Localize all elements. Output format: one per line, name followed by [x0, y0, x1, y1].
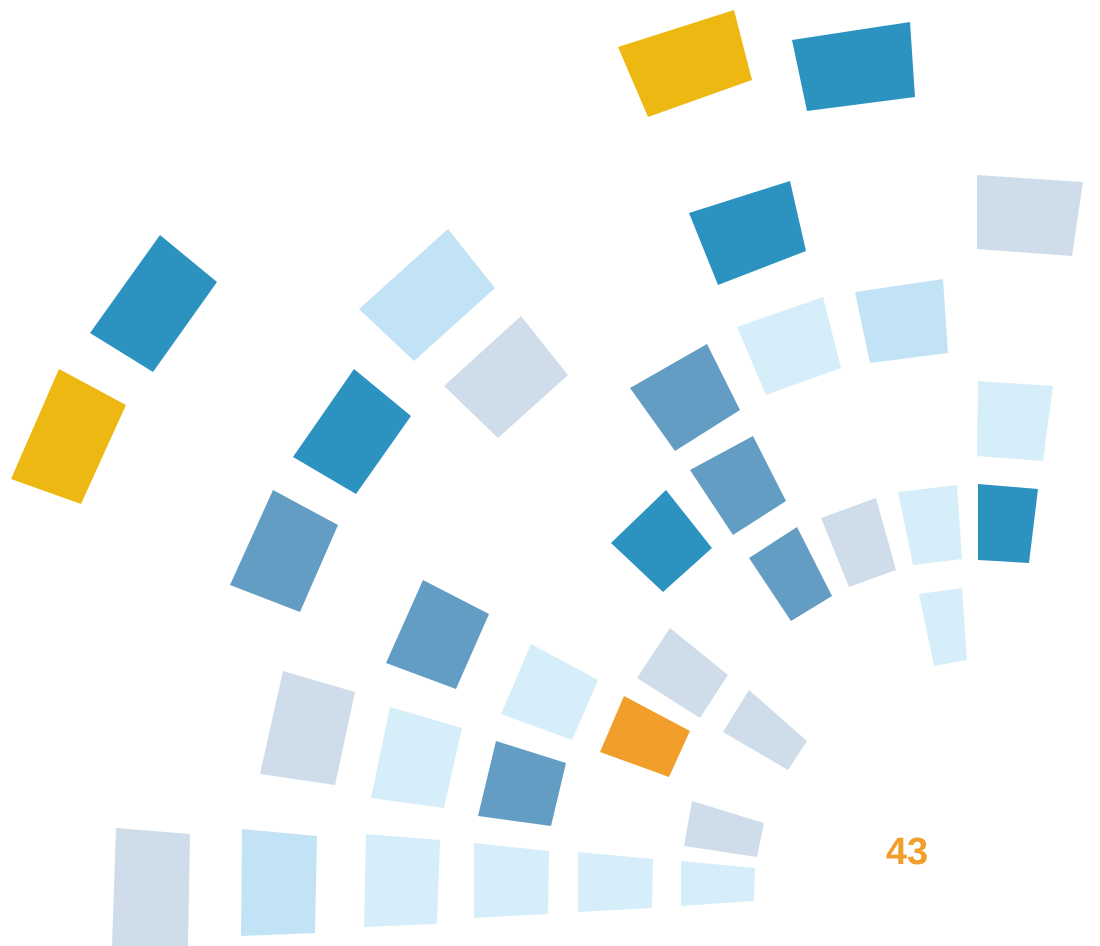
tile [977, 175, 1083, 256]
tile [723, 690, 807, 770]
tile [474, 843, 549, 918]
tile [260, 671, 355, 785]
tile [364, 834, 440, 927]
tile [684, 801, 764, 857]
tile [386, 580, 489, 689]
tile [681, 861, 755, 906]
tile [749, 527, 832, 621]
tile [600, 696, 690, 777]
tile [371, 707, 462, 808]
tile [919, 588, 967, 666]
page-number: 43 [886, 831, 928, 873]
tile [792, 22, 915, 111]
tiles [11, 10, 1083, 946]
tile [478, 741, 566, 826]
tile [637, 628, 728, 718]
tile [689, 181, 806, 285]
tile [112, 828, 190, 946]
tile [293, 369, 411, 494]
tile [501, 644, 598, 740]
tile [630, 344, 740, 451]
tile [690, 436, 786, 535]
tile [978, 484, 1038, 563]
tile [11, 369, 126, 504]
tile [977, 381, 1053, 461]
tile [821, 498, 896, 587]
tile [230, 490, 338, 612]
tile [90, 235, 217, 372]
tile [444, 316, 568, 438]
tile [578, 852, 653, 912]
tile [855, 279, 948, 363]
tile [611, 490, 712, 592]
tile [241, 829, 317, 936]
tile [618, 10, 752, 117]
tile [737, 297, 841, 395]
tile [359, 229, 495, 361]
tile [898, 485, 962, 565]
